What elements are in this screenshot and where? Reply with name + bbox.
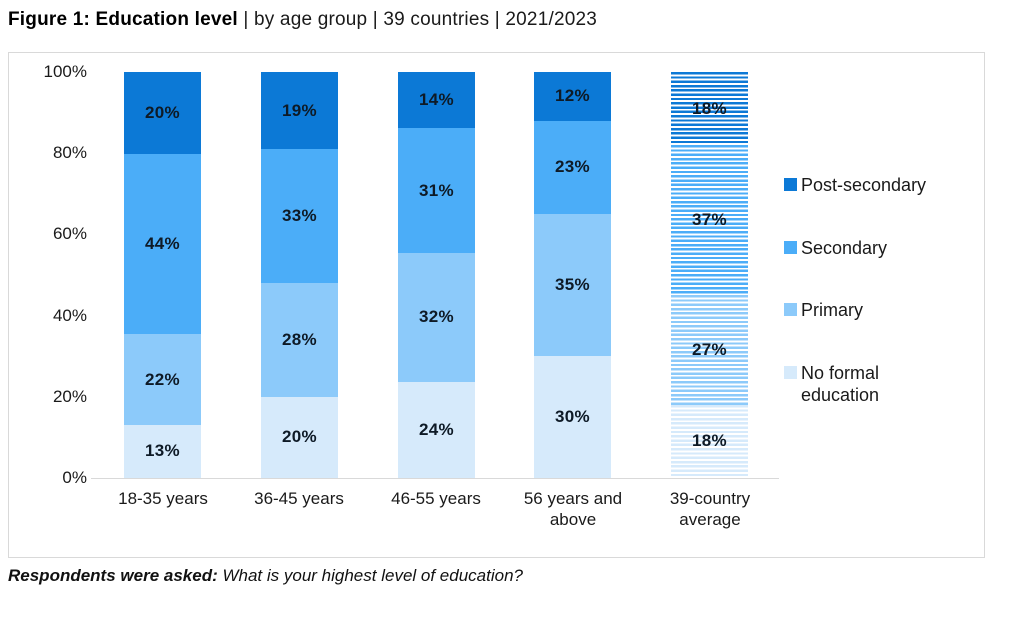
data-label: 32% xyxy=(419,307,454,327)
stacked-bar-1: 20% 44% 22% 13% xyxy=(124,72,201,478)
bar-segment: 20% xyxy=(124,72,201,155)
bar-segment: 35% xyxy=(534,214,611,357)
bar-segment: 14% xyxy=(398,72,475,129)
figure-title-subtitle: | by age group | 39 countries | 2021/202… xyxy=(237,9,598,30)
data-label: 23% xyxy=(555,157,590,177)
x-tick-label: 56 years and above xyxy=(523,489,623,529)
data-label: 20% xyxy=(145,103,180,122)
stacked-bar-3: 14% 31% 32% 24% xyxy=(398,72,475,478)
bar-segment: 13% xyxy=(124,424,201,478)
data-label: 14% xyxy=(419,90,454,110)
y-tick-label: 100% xyxy=(43,62,87,81)
y-tick-label: 20% xyxy=(52,386,87,406)
data-label: 35% xyxy=(555,275,590,295)
bar-segment: 30% xyxy=(534,356,611,478)
data-label: 12% xyxy=(555,86,590,106)
bar-segment: 44% xyxy=(124,154,201,335)
plot-area: 20% 44% 22% 13% 19% 33% 28% 20% 14% 31% 32% 24% 12% 2… xyxy=(104,72,774,478)
legend-swatch-icon xyxy=(784,178,797,191)
x-tick-label: 36-45 years xyxy=(254,489,344,508)
footnote-question: What is your highest level of education? xyxy=(217,566,523,585)
data-label: 37% xyxy=(692,210,727,230)
stacked-bar-4: 12% 23% 35% 30% xyxy=(534,72,611,478)
bar-segment: 33% xyxy=(261,149,338,284)
data-label: 18% xyxy=(692,98,727,118)
bar-segment: 18% xyxy=(671,72,748,146)
legend-label: Primary xyxy=(801,300,863,320)
data-label: 33% xyxy=(282,206,317,226)
footnote: Respondents were asked: What is your hig… xyxy=(8,566,523,586)
data-label: 22% xyxy=(145,369,180,389)
bar-segment: 24% xyxy=(398,381,475,478)
y-tick-label: 0% xyxy=(62,468,87,487)
x-axis-line xyxy=(91,478,779,479)
legend-swatch-icon xyxy=(784,303,797,316)
bar-segment: 28% xyxy=(261,283,338,397)
legend-item: Post-secondary xyxy=(784,174,926,196)
bar-segment: 23% xyxy=(534,120,611,215)
footnote-lead: Respondents were asked: xyxy=(8,566,218,585)
data-label: 18% xyxy=(692,431,727,451)
stacked-bar-2: 19% 33% 28% 20% xyxy=(261,72,338,478)
data-label: 44% xyxy=(145,234,180,254)
data-label: 28% xyxy=(282,329,317,349)
legend-swatch-icon xyxy=(784,366,797,379)
data-label: 20% xyxy=(282,427,317,447)
legend-label: Secondary xyxy=(801,238,888,258)
bar-segment: 19% xyxy=(261,72,338,150)
legend-label: Post-secondary xyxy=(801,175,927,195)
bar-segment: 37% xyxy=(671,145,748,296)
bar-segment: 32% xyxy=(398,252,475,382)
figure-title-bold: Figure 1: Education level xyxy=(8,9,238,30)
legend-item: No formal education xyxy=(784,362,941,406)
stacked-bar-5: 18% 37% 27% 18% xyxy=(671,72,748,478)
legend-item: Primary xyxy=(784,299,863,321)
bar-segment: 27% xyxy=(671,295,748,405)
bar-segment: 31% xyxy=(398,128,475,253)
bar-segment: 12% xyxy=(534,72,611,121)
data-label: 27% xyxy=(692,340,727,360)
y-tick-label: 40% xyxy=(52,305,87,325)
data-label: 19% xyxy=(282,100,317,120)
bar-segment: 18% xyxy=(671,404,748,478)
x-tick-label: 18-35 years xyxy=(118,489,208,508)
data-label: 30% xyxy=(555,407,590,427)
y-tick-label: 60% xyxy=(52,224,87,244)
data-label: 13% xyxy=(145,441,180,461)
legend-item: Secondary xyxy=(784,237,887,259)
data-label: 31% xyxy=(419,180,454,200)
legend-label: No formal education xyxy=(801,363,880,405)
chart-frame: 100% 80% 60% 40% 20% 0% 20% 44% 22% 13% 19% 33% 28%… xyxy=(8,52,985,558)
bar-segment: 20% xyxy=(261,396,338,478)
x-tick-label: 46-55 years xyxy=(391,489,481,508)
figure-title: Figure 1: Education level | by age group… xyxy=(8,9,597,31)
bar-segment: 22% xyxy=(124,334,201,425)
data-label: 24% xyxy=(419,419,454,439)
legend-swatch-icon xyxy=(784,241,797,254)
x-tick-label: 39-country average xyxy=(669,489,751,529)
y-tick-label: 80% xyxy=(52,143,87,163)
